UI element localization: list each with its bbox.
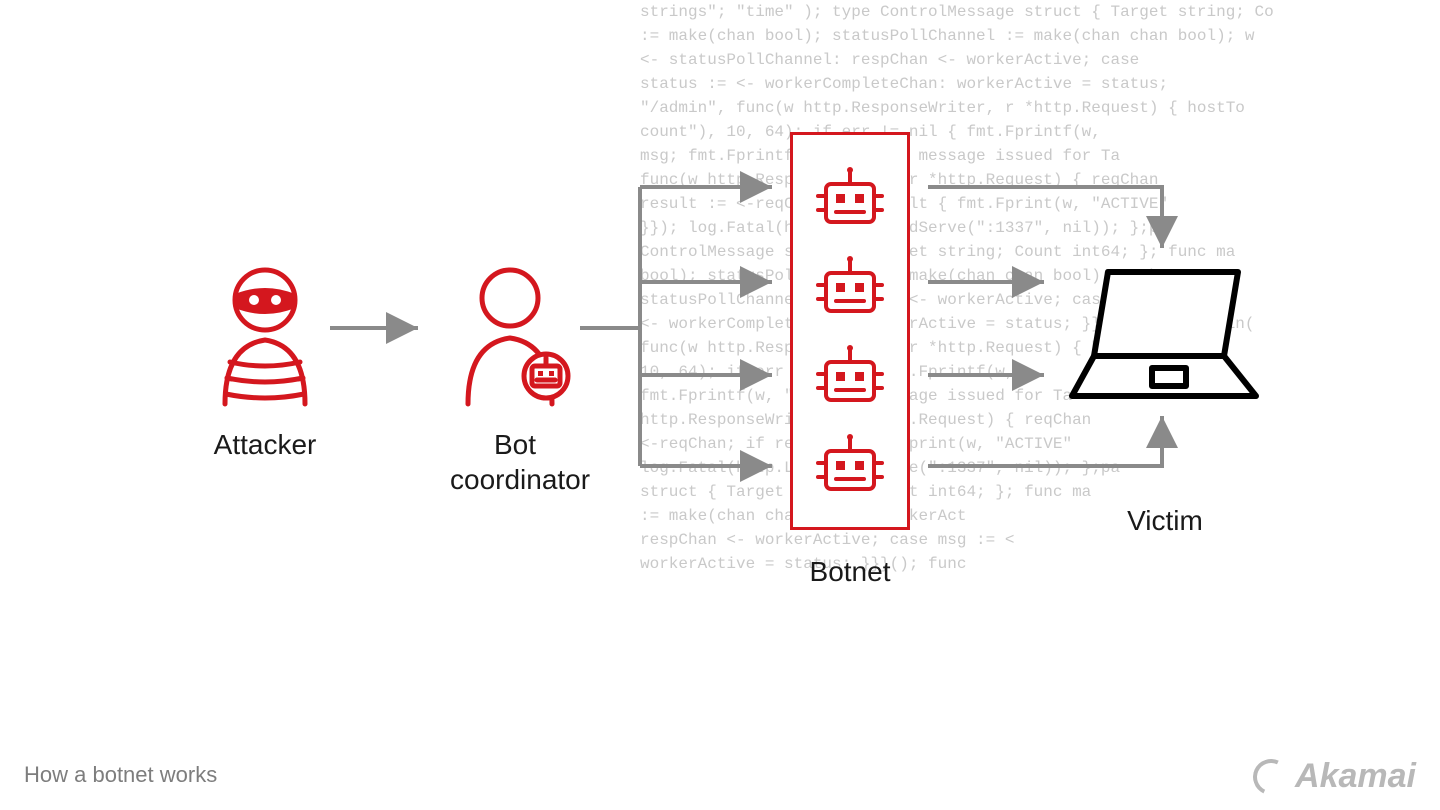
coordinator-icon [450,258,580,408]
victim-label: Victim [1060,503,1270,538]
bot-icon [814,255,886,319]
victim-node: Victim [1060,258,1270,538]
botnet-label: Botnet [790,554,910,589]
bot-icon [814,166,886,230]
diagram-stage: Attacker Bot coordinator [0,0,1440,810]
attacker-node: Attacker [200,258,330,462]
attacker-label: Attacker [200,427,330,462]
botnet-box [790,132,910,530]
bot-icon [814,433,886,497]
coordinator-node: Bot coordinator [450,258,580,497]
laptop-icon [1060,258,1270,408]
coordinator-label: Bot coordinator [450,427,580,497]
attacker-icon [200,258,330,408]
bot-icon [814,344,886,408]
